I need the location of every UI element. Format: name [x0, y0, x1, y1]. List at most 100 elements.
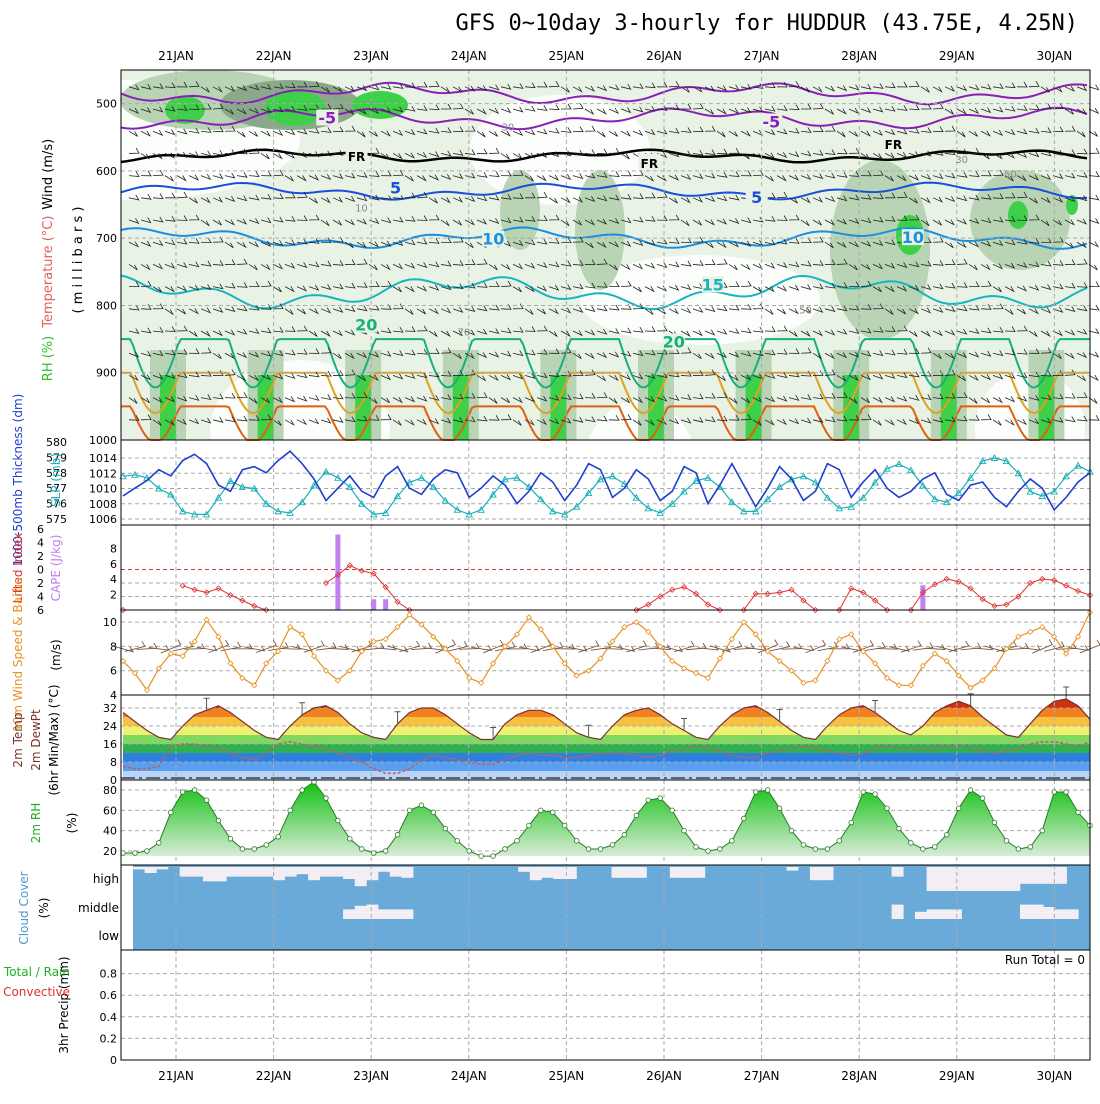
wind-barb: [308, 261, 320, 268]
slp-tick: 1006: [89, 513, 117, 526]
cloud-middle-clear: [1031, 904, 1044, 919]
wind-barb: [272, 303, 284, 310]
contour-label-bg: [355, 316, 378, 333]
wind-barb: [392, 106, 404, 113]
wind-barb: [956, 218, 968, 225]
wind-barb: [800, 307, 812, 314]
wind-barb: [776, 191, 788, 199]
slp-point: [178, 507, 187, 515]
wind-barb: [128, 171, 140, 177]
wind-barb: [284, 396, 296, 403]
wind-barb: [1028, 394, 1040, 401]
wind-barb: [356, 241, 367, 249]
wind-speed-point: [334, 677, 341, 684]
wind-barb: [128, 130, 138, 137]
rh-point: [860, 789, 866, 795]
wind-barb: [284, 215, 296, 222]
temp-minmax-bar: [394, 711, 401, 724]
wind-barb: [464, 369, 476, 376]
rh-point: [1063, 789, 1069, 795]
wind-barb: [296, 262, 308, 268]
wind-barb: [788, 197, 798, 204]
wind-barb: [140, 130, 151, 137]
wind-speed-point: [728, 636, 735, 643]
wind-barb: [356, 258, 368, 265]
wind-barb: [596, 258, 608, 265]
wind-barb: [188, 394, 200, 401]
cloud-high-clear: [529, 867, 542, 881]
wind-barb: [320, 330, 331, 338]
wind-barb: [320, 103, 332, 110]
wind-barb: [248, 397, 258, 404]
wind-barb: [188, 81, 200, 88]
thickness-tick: 576: [46, 498, 67, 511]
wind-barb-10m: [685, 642, 707, 651]
wind-barb: [812, 196, 824, 203]
wind-barb: [1064, 352, 1075, 360]
wind-barb: [524, 215, 536, 222]
lifted-index-point: [1015, 593, 1022, 600]
wind-barb: [416, 215, 428, 221]
wind-speed-point: [501, 643, 509, 650]
wind-barb: [572, 370, 584, 376]
wind-barb: [908, 330, 918, 337]
wind-barb: [524, 239, 536, 246]
wind-barb: [152, 106, 164, 113]
wind-barb: [344, 352, 355, 360]
cloud-high-clear: [634, 867, 647, 878]
wind-barb: [860, 130, 871, 137]
wind-barb: [788, 348, 800, 354]
wind-barb: [776, 372, 788, 379]
wind-barb: [632, 129, 644, 136]
temp-minmax-bar: [1063, 686, 1070, 699]
wind-barb-10m: [435, 639, 456, 654]
wind-barb: [860, 170, 872, 177]
wind-barb: [344, 416, 356, 423]
wind-barb: [488, 351, 500, 358]
wind-barb: [416, 348, 428, 355]
wind-barb: [584, 306, 596, 313]
wind-barb: [164, 308, 174, 315]
wind-barb: [536, 81, 548, 88]
wind-barb: [500, 193, 512, 200]
bottom-date-axis: 21JAN 22JAN 23JAN 24JAN 25JAN 26JAN 27JAN 28JAN…: [158, 1069, 1072, 1083]
rh-point: [430, 809, 437, 816]
wind-barb: [1016, 151, 1028, 159]
wind-barb: [884, 82, 896, 89]
wind-barb: [284, 349, 296, 356]
wind-barb: [860, 414, 872, 421]
wind-barb: [716, 375, 726, 382]
wind-barb: [968, 264, 978, 271]
wind-barb: [500, 304, 512, 310]
wind-barb-10m: [148, 644, 170, 651]
wind-barb: [680, 173, 692, 180]
wind-barb-10m: [494, 641, 516, 652]
wind-barb: [452, 370, 464, 376]
wind-barb: [260, 130, 271, 137]
wind-speed-point: [1015, 633, 1022, 640]
wind-barb: [1040, 219, 1050, 227]
wind-barb: [896, 285, 908, 292]
wind-speed-point: [752, 631, 759, 638]
wind-barb: [428, 214, 440, 221]
wind-barb: [272, 129, 284, 136]
wind-barb: [1016, 308, 1026, 315]
wind-speed-point: [466, 674, 473, 682]
rh-contour-label: 30: [501, 123, 514, 134]
wind-barb: [584, 149, 596, 155]
top-date-label: 26JAN: [646, 49, 682, 63]
wind-barb: [752, 169, 764, 177]
wind-barb: [776, 325, 788, 332]
wind-barb: [572, 283, 584, 290]
wind-barb: [140, 83, 152, 90]
lifted-index-line: [838, 587, 888, 611]
wind-barb: [680, 219, 690, 227]
wind-barb-10m: [578, 640, 600, 653]
ylabel-dewpt: 2m DewPt: [29, 709, 43, 771]
wind-barb: [872, 286, 882, 293]
wind-barb: [392, 263, 404, 270]
wind-barb: [572, 173, 584, 180]
cloud-tick: middle: [78, 901, 119, 915]
wind-barb: [284, 262, 296, 269]
